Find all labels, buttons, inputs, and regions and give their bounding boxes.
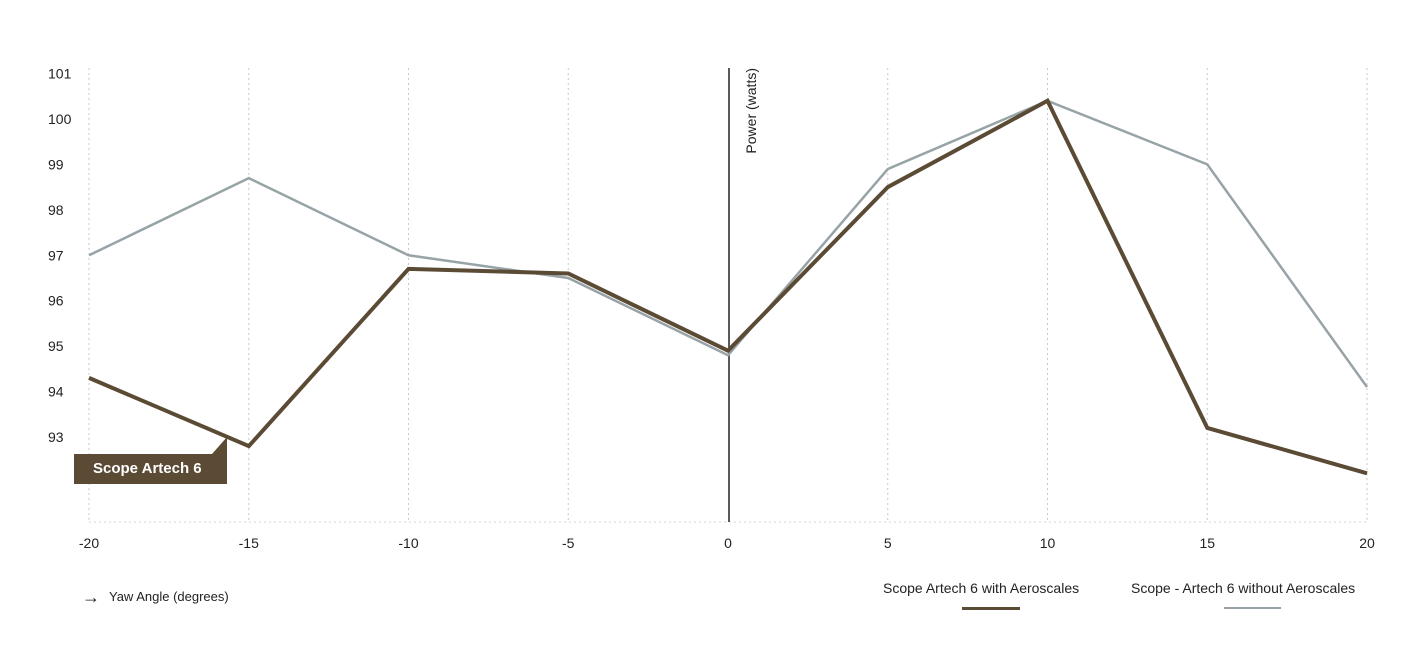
y-tick-label: 101 — [48, 66, 72, 82]
x-tick-label: -10 — [398, 535, 418, 551]
x-tick-label: 20 — [1359, 535, 1375, 551]
y-tick-label: 99 — [48, 156, 64, 172]
y-axis-label: Power (watts) — [743, 68, 759, 154]
series-line-without-aeroscales — [88, 99, 1369, 388]
y-axis-ticks: 93 94 95 96 97 98 99 100 101 — [48, 66, 72, 445]
series-lines — [88, 98, 1369, 476]
arrow-right-icon: → — [82, 586, 100, 607]
y-tick-label: 97 — [48, 247, 64, 263]
x-tick-label: 0 — [724, 535, 732, 551]
x-axis-label: → Yaw Angle (degrees) — [82, 586, 229, 607]
x-tick-label: 5 — [884, 535, 892, 551]
x-axis-label-text: Yaw Angle (degrees) — [109, 589, 229, 604]
y-tick-label: 94 — [48, 384, 64, 400]
legend-item-with-aeroscales: Scope Artech 6 with Aeroscales — [883, 580, 1080, 596]
x-tick-label: -20 — [79, 535, 99, 551]
y-tick-label: 98 — [48, 202, 64, 218]
x-axis-ticks: -20 -15 -10 -5 0 5 10 15 20 — [79, 535, 1375, 551]
x-tick-label: -5 — [562, 535, 575, 551]
series-line-with-aeroscales — [88, 98, 1368, 476]
series-callout-label: Scope Artech 6 — [74, 454, 227, 484]
legend-swatch-without-aeroscales — [1224, 607, 1281, 609]
callout-pointer — [212, 437, 227, 454]
grid-lines — [88, 68, 1368, 523]
y-tick-label: 100 — [48, 111, 72, 127]
x-tick-label: -15 — [239, 535, 259, 551]
y-tick-label: 95 — [48, 338, 64, 354]
legend-swatch-with-aeroscales — [962, 607, 1020, 610]
y-tick-label: 93 — [48, 429, 64, 445]
x-tick-label: 10 — [1040, 535, 1056, 551]
x-tick-label: 15 — [1199, 535, 1215, 551]
y-tick-label: 96 — [48, 293, 64, 309]
legend-item-without-aeroscales: Scope - Artech 6 without Aeroscales — [1131, 580, 1356, 596]
